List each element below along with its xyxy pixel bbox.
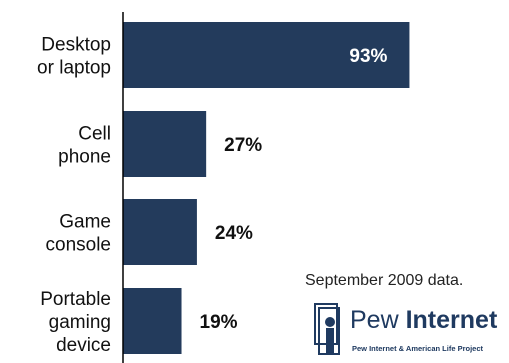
value-label-2: 24% [215,223,253,244]
category-label-0: Desktop or laptop [37,35,111,79]
logo-wordmark: Pew Internet [350,306,497,335]
bar-1 [123,111,207,177]
category-label-line: gaming [49,312,111,333]
category-labels-group: Desktop or laptop Cell phone Game console Port… [37,35,111,357]
category-label-1: Cell phone [58,124,111,168]
bar-0 [123,22,410,88]
category-label-line: Cell [78,124,111,145]
value-label-1: 27% [224,135,262,156]
value-label-3: 19% [200,312,238,333]
bar-3 [123,288,182,354]
data-note: September 2009 data. [305,272,464,289]
category-label-line: phone [58,147,111,168]
logo-word-internet: Internet [405,306,498,334]
category-label-line: Portable [40,289,111,310]
category-label-line: device [56,335,111,356]
value-label-0: 93% [349,46,387,67]
pew-internet-logo: Pew Internet Pew Internet & American Lif… [308,302,504,360]
category-label-3: Portable gaming device [40,289,111,356]
logo-subtitle: Pew Internet & American Life Project [352,344,484,353]
category-label-line: Game [59,212,111,233]
logo-word-pew: Pew [350,306,399,334]
category-label-line: console [46,235,112,256]
category-label-line: or laptop [37,58,111,79]
bar-2 [123,199,197,265]
category-label-2: Game console [46,212,112,256]
value-labels-group: 93% 27% 24% 19% [200,46,388,333]
pew-logo-icon [314,303,340,355]
category-label-line: Desktop [41,35,111,56]
bars-group [123,22,410,354]
